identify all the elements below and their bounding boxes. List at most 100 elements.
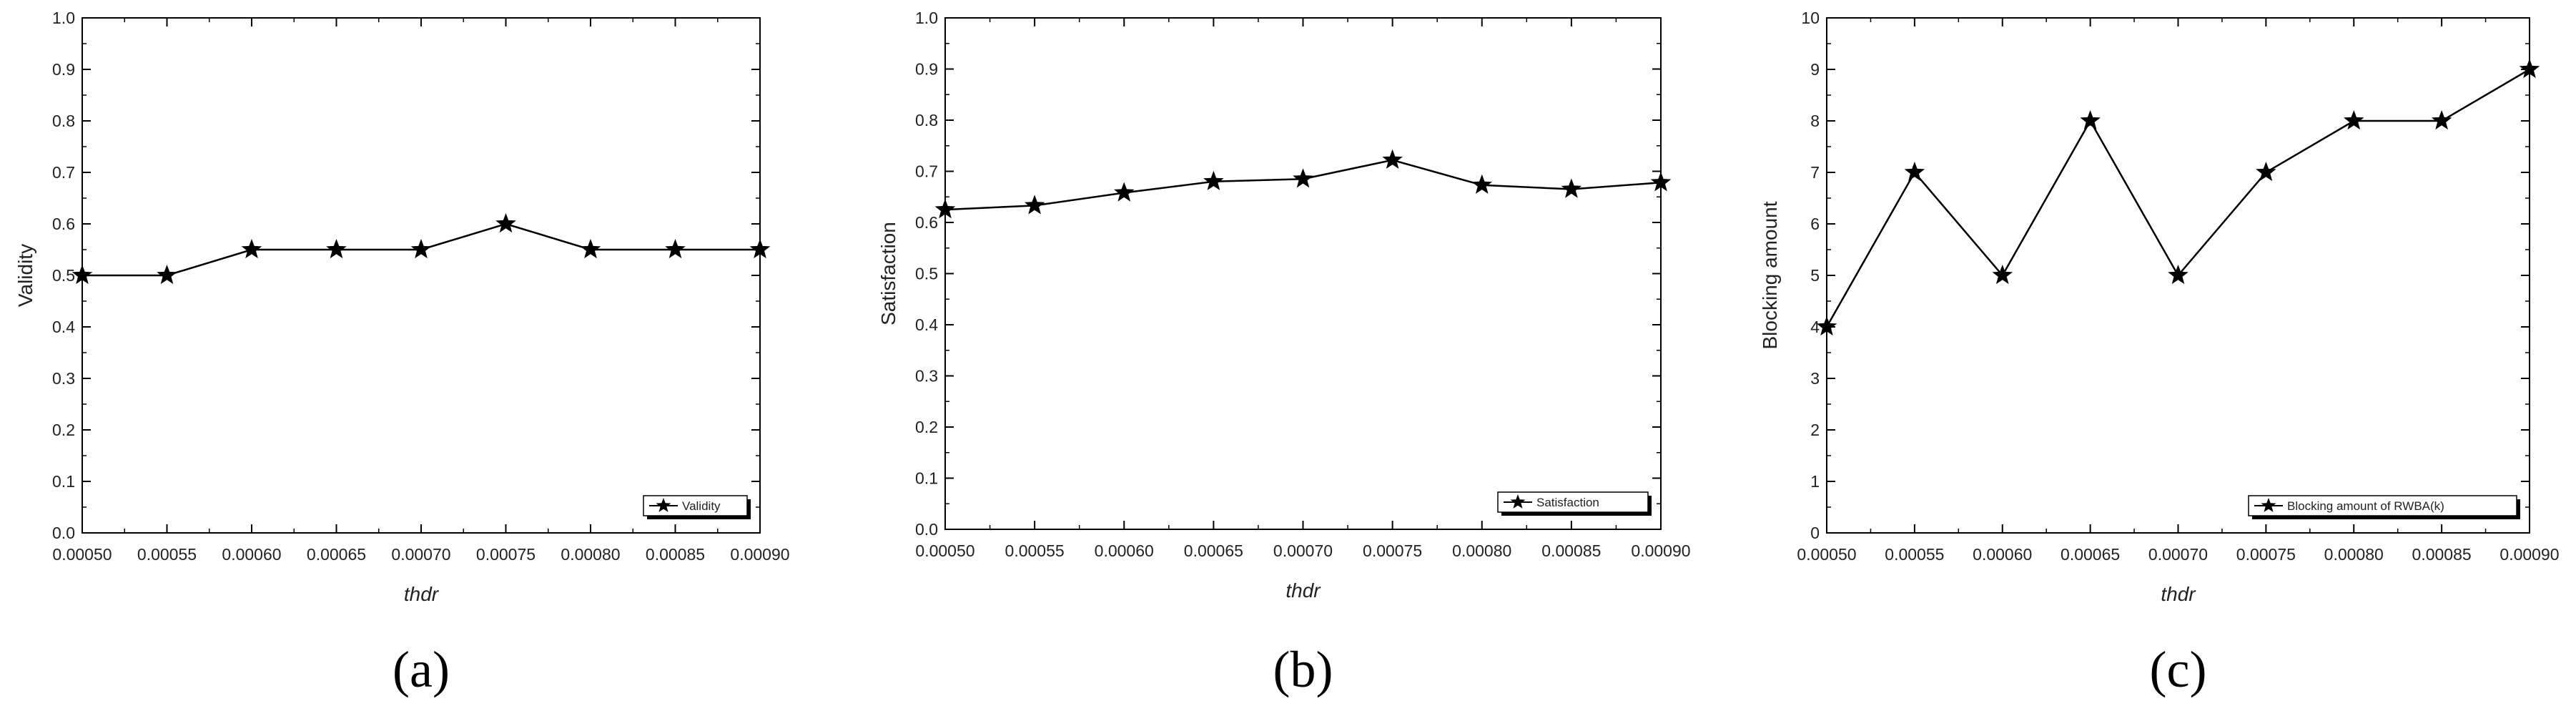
data-point-star [1816,316,1837,336]
data-point-star [157,265,177,285]
x-tick-label: 0.00060 [1973,545,2032,564]
data-point-star [1650,172,1672,192]
data-point-star [71,265,93,285]
data-point-star [241,239,262,259]
y-tick-label: 0.4 [915,315,938,334]
data-point-star [2519,59,2540,79]
data-point-star [495,213,516,233]
y-tick-label: 0.8 [915,111,938,129]
y-tick-label: 10 [1801,9,1820,27]
y-tick-label: 1 [1810,472,1820,491]
y-tick-label: 0 [1810,524,1820,542]
legend-star-icon [2261,498,2276,512]
y-tick-label: 0.1 [52,472,75,491]
x-tick-label: 0.00085 [646,545,705,564]
data-point-star [1203,170,1224,190]
legend-label: Satisfaction [1536,496,1599,509]
y-tick-label: 0.9 [52,60,75,79]
x-tick-label: 0.00090 [730,545,789,564]
y-tick-label: 4 [1810,318,1820,336]
chart-panel-2: 0.0 0.1 0.2 0.3 0.4 0.5 0.6 0.7 0.8 0.9 1.0 0.00050… [877,9,1691,698]
x-tick-label: 0.00090 [1631,541,1690,560]
y-tick-label: 0.7 [52,163,75,182]
y-tick-label: 7 [1810,163,1820,182]
data-point-star [749,239,771,259]
x-tick-label: 0.00065 [1184,541,1243,560]
data-point-star [1992,265,2013,285]
x-tick-label: 0.00080 [561,545,620,564]
x-tick-label: 0.00065 [2061,545,2120,564]
legend: Validity [643,495,751,519]
data-point-star [1382,149,1403,169]
y-axis-label: Validity [14,244,36,307]
series-line [944,159,1662,211]
x-tick-label: 0.00090 [2499,545,2559,564]
chart-panel-3: 0 1 2 3 4 5 6 7 8 9 10 0.00050 0.00055 0.00060 0.00065… [1759,9,2560,698]
data-point-star [665,239,686,259]
legend-label: Validity [682,499,721,513]
x-axis-label: thdr [2161,583,2196,605]
y-tick-label: 0.2 [52,421,75,439]
plot-frame [82,17,761,534]
y-tick-label: 3 [1810,369,1820,388]
y-tick-label: 0.4 [52,318,75,336]
y-tick-label: 0.2 [915,418,938,436]
x-tick-label: 0.00080 [1452,541,1511,560]
y-tick-label: 2 [1810,421,1820,439]
panel-label: (c) [2150,641,2207,698]
chart-panel-1: 0.0 0.1 0.2 0.3 0.4 0.5 0.6 0.7 0.8 0.9 1.0 0.00050… [14,9,790,698]
y-tick-label: 1.0 [915,9,938,27]
data-point-star [1024,195,1045,215]
x-tick-label: 0.00055 [137,545,197,564]
y-tick-label: 0.0 [52,524,75,542]
y-tick-label: 8 [1810,112,1820,130]
data-point-star [1114,182,1135,202]
panel-label: (b) [1273,641,1333,698]
data-point-star [2344,110,2364,130]
x-tick-label: 0.00050 [52,545,112,564]
x-tick-label: 0.00050 [915,541,974,560]
x-axis-label: thdr [1285,579,1321,602]
x-tick-label: 0.00070 [391,545,450,564]
y-axis-label: Blocking amount [1759,201,1781,349]
data-point-star [326,239,347,259]
x-tick-label: 0.00060 [222,545,281,564]
y-axis-label: Satisfaction [877,222,899,325]
x-tick-label: 0.00065 [307,545,366,564]
legend: Blocking amount of RWBA(k) [2248,495,2520,519]
series-line [1825,68,2530,328]
legend: Satisfaction [1497,491,1652,516]
x-tick-label: 0.00075 [476,545,536,564]
x-tick-label: 0.00060 [1095,541,1154,560]
data-point-star [2431,110,2452,130]
data-point-star [1471,174,1492,194]
x-tick-label: 0.00055 [1885,545,1944,564]
y-tick-label: 0.5 [52,266,75,285]
y-tick-label: 0.3 [915,367,938,386]
y-tick-label: 0.5 [915,265,938,283]
legend-star-icon [1510,494,1526,509]
x-axis-label: thdr [404,583,440,605]
legend-star-icon [656,498,671,512]
y-tick-label: 0.8 [52,112,75,130]
y-tick-label: 1.0 [52,9,75,27]
data-point-star [934,199,956,219]
y-tick-label: 9 [1810,60,1820,79]
x-tick-label: 0.00075 [2236,545,2296,564]
y-tick-label: 0.0 [915,520,938,539]
data-point-star [1561,178,1582,198]
y-tick-label: 5 [1810,266,1820,285]
x-tick-label: 0.00070 [1273,541,1333,560]
data-point-star [580,239,601,259]
y-tick-label: 0.9 [915,60,938,79]
y-tick-label: 0.6 [915,213,938,232]
x-tick-label: 0.00085 [1541,541,1601,560]
y-tick-label: 0.1 [915,469,938,488]
legend-label: Blocking amount of RWBA(k) [2287,499,2444,513]
data-point-star [2256,162,2276,182]
y-tick-label: 0.6 [52,215,75,233]
x-tick-label: 0.00050 [1797,545,1856,564]
data-point-star [2168,265,2188,285]
x-tick-label: 0.00080 [2324,545,2384,564]
